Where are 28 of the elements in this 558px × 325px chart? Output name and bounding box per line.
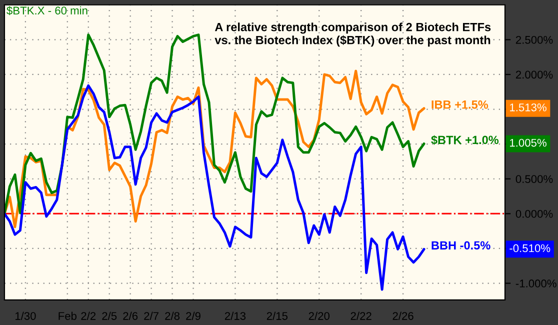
x-tick-label: 2/5 [102,312,117,320]
x-tick-label: Feb [58,312,77,320]
annotation: A relative strength comparison of 2 Biotech ETFs vs. the Biotech Index ($BTK) over the past month [214,22,491,47]
y-tick-label: -1.000% [516,280,556,288]
x-tick-label: 2/2 [81,312,96,320]
y-tick-label: 0.000% [516,210,553,218]
text: -0.510% [510,244,550,252]
x-tick-label: 2/7 [144,312,158,320]
y-tick-label: 0.500% [516,175,553,184]
text: 1.005% [510,138,546,147]
x-tick-label: 2/6 [123,312,138,320]
x-tick-label: 1/30 [15,312,36,320]
legend-label: BBH -0.5% [432,241,490,250]
line-series [4,34,426,215]
legend-label: IBB +1.5% [432,100,488,109]
legend-label: $BTK +1.0% [431,135,499,145]
line-series [4,84,426,291]
x-tick-label: 2/9 [186,312,200,320]
x-tick-label: 2/20 [308,312,330,320]
y-tick-label: 2.500% [516,36,553,44]
x-tick-label: 2/22 [350,312,372,320]
x-tick-label: 2/26 [392,312,414,320]
x-tick-label: 2/13 [224,312,246,320]
text: 1.513% [510,103,546,112]
chart-title: $BTK.X - 60 min [6,6,88,16]
x-tick-label: 2/15 [266,312,288,320]
y-tick-label: 2.000% [516,70,553,79]
x-tick-label: 2/8 [165,312,180,320]
